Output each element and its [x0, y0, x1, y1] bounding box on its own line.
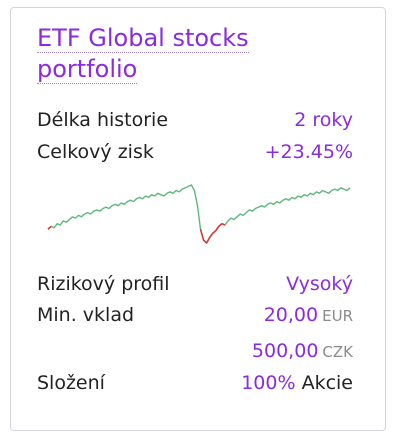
composition-value: 100% Akcie: [241, 369, 353, 397]
composition-percent: 100%: [241, 372, 296, 394]
history-value: 2 roky: [294, 109, 353, 131]
min-deposit-eur: 20,00 EUR: [264, 301, 353, 330]
composition-row: Složení 100% Akcie: [37, 369, 353, 397]
sparkline-start-segment: [47, 225, 52, 230]
portfolio-title-link[interactable]: ETF Global stocks portfolio: [37, 23, 337, 85]
sparkline-up-segment: [47, 184, 351, 244]
history-row: Délka historie 2 roky: [37, 106, 353, 134]
min-deposit-eur-unit: EUR: [322, 307, 353, 325]
min-deposit-label: Min. vklad: [37, 304, 135, 326]
min-deposit-eur-value: 20,00: [263, 304, 319, 326]
min-deposit-czk: 500,00 CZK: [252, 337, 353, 366]
profit-row: Celkový zisk +23.45%: [37, 138, 353, 166]
risk-value: Vysoký: [286, 273, 353, 295]
min-deposit-eur-row: Min. vklad 20,00 EUR: [37, 301, 353, 329]
min-deposit-czk-unit: CZK: [322, 343, 353, 361]
profit-value: +23.45%: [264, 141, 353, 163]
risk-row: Rizikový profil Vysoký: [37, 270, 353, 298]
composition-label: Složení: [37, 372, 105, 394]
risk-label: Rizikový profil: [37, 273, 170, 295]
min-deposit-czk-row: 500,00 CZK: [37, 337, 353, 365]
composition-asset: Akcie: [301, 372, 353, 394]
min-deposit-czk-value: 500,00: [251, 340, 319, 362]
profit-label: Celkový zisk: [37, 141, 154, 163]
portfolio-title: ETF Global stocks portfolio: [37, 24, 249, 84]
performance-sparkline: [47, 184, 351, 244]
history-label: Délka historie: [37, 109, 169, 131]
sparkline-down-segment: [199, 222, 226, 244]
portfolio-card[interactable]: [10, 7, 386, 431]
